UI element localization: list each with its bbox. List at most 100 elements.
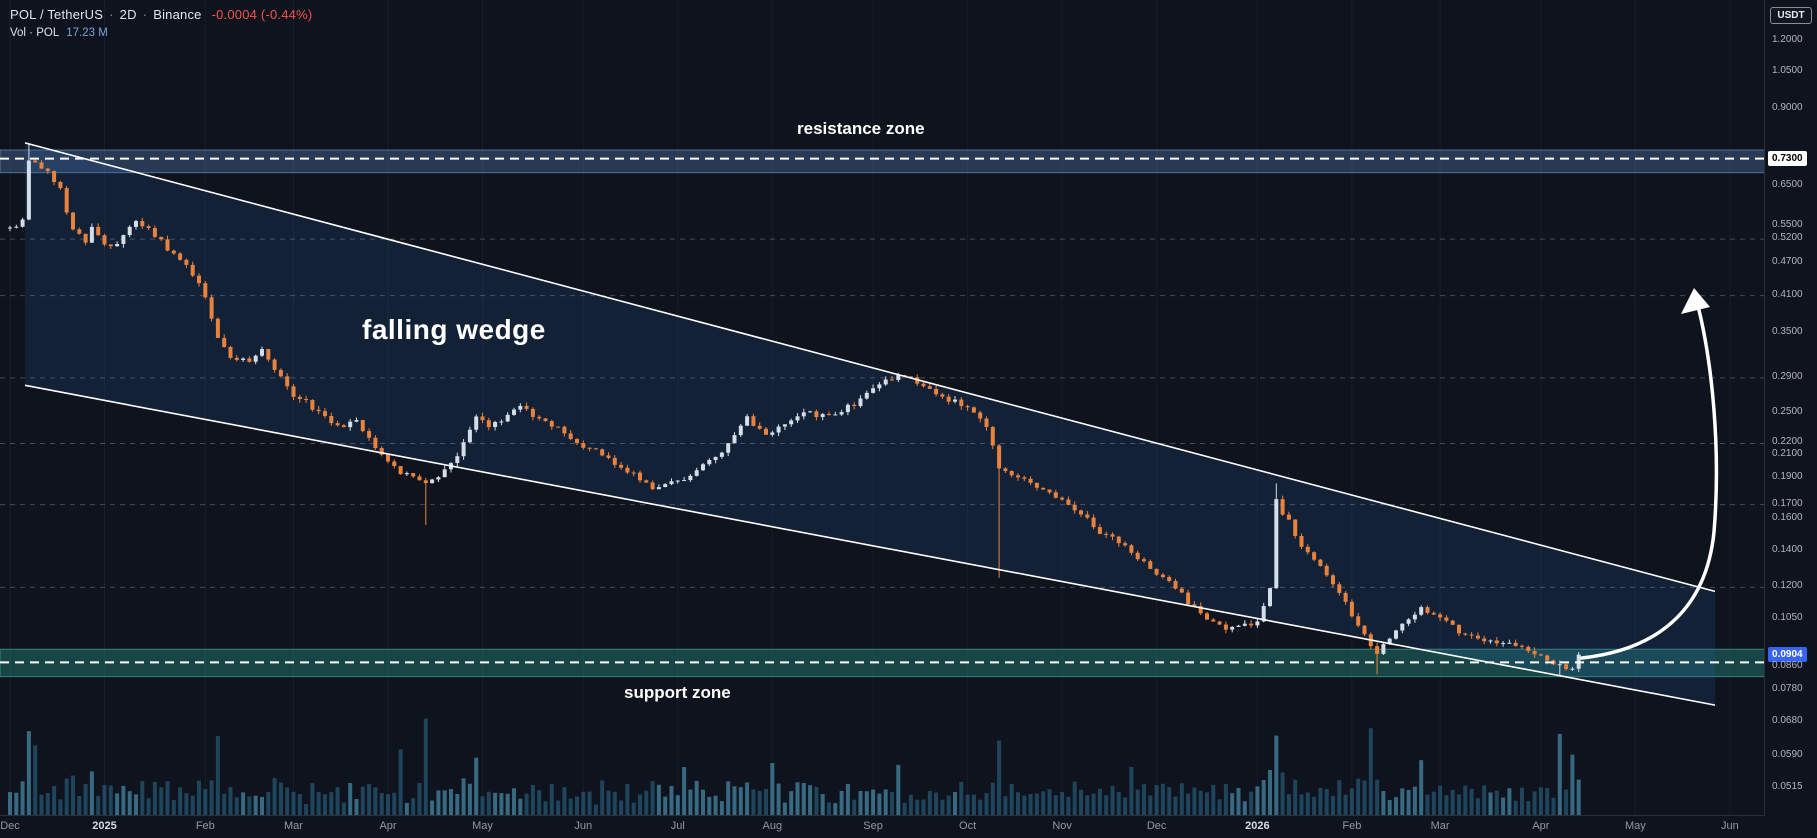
volume-bar: [455, 793, 460, 816]
candle: [1022, 477, 1027, 479]
time-axis-month-label: Mar: [1430, 820, 1450, 832]
candle: [455, 456, 460, 464]
resistance-zone-label[interactable]: resistance zone: [797, 119, 925, 138]
interval-label[interactable]: 2D: [119, 7, 137, 22]
volume-bar: [436, 790, 441, 816]
volume-bar: [1406, 789, 1411, 816]
exchange-label[interactable]: Binance: [153, 7, 202, 22]
last-price-label: 0.0904: [1768, 646, 1807, 662]
candle: [1047, 489, 1052, 493]
candle: [530, 408, 535, 417]
candle: [1343, 592, 1348, 602]
time-axis[interactable]: Dec 2025 Feb Mar Apr May Jun Jul Aug Sep Oct Nov Dec…: [0, 815, 1765, 838]
volume-bar: [430, 800, 435, 816]
trend-arrow[interactable]: [1580, 300, 1719, 660]
candle: [1337, 584, 1342, 593]
volume-bar: [1564, 789, 1569, 816]
symbol-row[interactable]: POL / TetherUS · 2D · Binance -0.0004 (-0.44%…: [10, 7, 312, 22]
volume-bar: [241, 792, 246, 816]
price-axis-label: 0.0780: [1772, 682, 1803, 694]
candle: [940, 394, 945, 397]
volume-bar: [197, 780, 201, 816]
support-zone-label[interactable]: support zone: [624, 683, 731, 702]
price-axis-label: 0.2500: [1772, 406, 1803, 418]
volume-bar: [921, 799, 926, 816]
candle: [1091, 517, 1096, 528]
volume-bar: [1324, 788, 1329, 816]
wedge-upper-trendline[interactable]: [24, 142, 1716, 593]
candle: [354, 420, 359, 422]
volume-bar: [688, 789, 693, 816]
candle: [1230, 626, 1235, 630]
resistance-zone-band[interactable]: [0, 149, 1766, 174]
candle: [1016, 475, 1020, 478]
price-axis[interactable]: USDT 1.2000 1.0500 0.9000 0.7300 0.6500 0.550…: [1764, 0, 1817, 816]
candle: [247, 358, 252, 362]
separator-dot: ·: [142, 7, 148, 22]
volume-bar: [1419, 760, 1424, 816]
volume-bar: [845, 783, 850, 816]
time-axis-month-label: Jul: [670, 820, 685, 832]
volume-bar: [1349, 788, 1354, 816]
candle: [1268, 588, 1272, 607]
candle: [430, 479, 435, 484]
candle: [562, 426, 567, 434]
volume-bar: [1091, 793, 1096, 816]
volume-bar: [1538, 787, 1543, 816]
price-axis-label: 0.3500: [1772, 326, 1803, 338]
volume-bar: [480, 796, 485, 816]
candle: [543, 418, 548, 422]
price-axis-label: 1.2000: [1772, 33, 1803, 45]
volume-bar: [789, 791, 794, 816]
candle: [1450, 620, 1455, 625]
price-axis-label: 0.0860: [1772, 659, 1803, 671]
candle: [222, 337, 227, 348]
candle: [845, 404, 850, 413]
volume-bar: [190, 795, 195, 816]
volume-bar: [323, 794, 327, 816]
currency-badge[interactable]: USDT: [1770, 7, 1812, 24]
volume-bar: [575, 796, 579, 816]
candle: [751, 416, 756, 426]
volume-row[interactable]: Vol · POL 17.23 M: [10, 27, 312, 39]
candle: [253, 355, 258, 362]
symbol-name[interactable]: POL / TetherUS: [10, 7, 104, 22]
falling-wedge-fill[interactable]: [25, 142, 1715, 706]
volume-label[interactable]: Vol · POL: [10, 27, 60, 39]
candle: [801, 412, 806, 417]
volume-bar: [776, 783, 781, 816]
volume-bar: [291, 791, 296, 816]
candle: [1564, 664, 1569, 670]
volume-bar: [1022, 795, 1027, 816]
candle: [776, 426, 781, 433]
trend-arrow-head[interactable]: [1681, 288, 1710, 314]
volume-bar: [1362, 780, 1367, 816]
volume-bar: [833, 803, 838, 816]
candle: [1160, 574, 1165, 578]
volume-bar: [864, 791, 869, 816]
candle: [524, 405, 529, 409]
volume-bar: [45, 793, 50, 816]
candle: [461, 442, 466, 457]
candle: [1362, 625, 1367, 635]
volume-bar: [1034, 793, 1039, 816]
candle: [656, 487, 661, 490]
volume-bar: [965, 794, 970, 816]
time-axis-month-label: Dec: [1146, 820, 1167, 832]
volume-bar: [1400, 788, 1405, 816]
volume-bar: [1274, 735, 1279, 816]
wedge-lower-trendline[interactable]: [24, 384, 1716, 706]
time-axis-month-label: May: [1625, 820, 1646, 832]
volume-bar: [386, 794, 390, 816]
volume-bar: [1116, 791, 1121, 816]
candle: [694, 470, 699, 476]
candle: [64, 188, 69, 213]
falling-wedge-label[interactable]: falling wedge: [362, 314, 546, 345]
volume-bar: [505, 793, 510, 816]
candle: [1324, 565, 1329, 576]
price-axis-label: 0.9000: [1772, 101, 1803, 113]
candle: [1356, 616, 1361, 626]
time-axis-month-label: Feb: [195, 820, 215, 832]
